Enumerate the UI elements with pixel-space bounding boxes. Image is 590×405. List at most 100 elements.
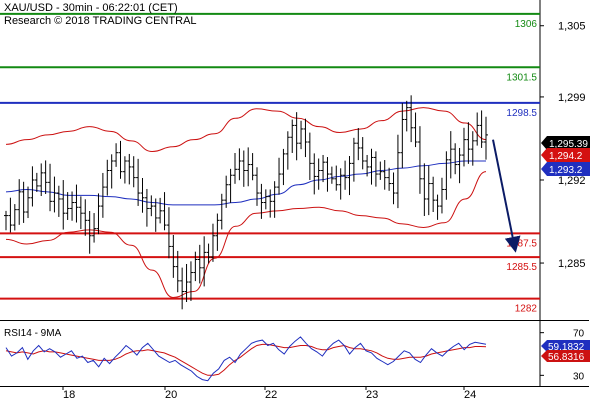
price-bar (43, 160, 48, 195)
projection-arrow (492, 139, 521, 253)
price-bar (387, 167, 392, 191)
price-bar (395, 134, 400, 209)
price-bar (30, 166, 35, 207)
price-bar (365, 154, 370, 177)
y-tick-label: 1,285 (558, 258, 586, 270)
price-bar (417, 126, 422, 194)
price-bar (277, 157, 282, 195)
price-bar (158, 197, 163, 224)
rsi-value-label: 56.8316 (548, 352, 585, 363)
price-bar (294, 112, 299, 161)
price-bar (435, 194, 440, 220)
price-bar (347, 156, 352, 196)
price-bar (224, 175, 229, 208)
price-bar (83, 199, 88, 236)
y-tick-label: 1,305 (558, 21, 586, 33)
price-bar (325, 157, 330, 192)
price-bar (26, 186, 31, 219)
price-bar (21, 181, 26, 223)
x-tick-label: 20 (165, 389, 177, 400)
price-bar (52, 176, 57, 213)
price-bar (210, 223, 215, 262)
price-bar (215, 213, 220, 251)
price-bar (56, 185, 61, 217)
price-bar (87, 210, 92, 254)
y-tick-label: 1,292 (558, 175, 586, 187)
price-bar (439, 177, 444, 214)
price-bar (369, 148, 374, 185)
price-bar (219, 193, 224, 230)
price-bar (166, 207, 171, 259)
price-bar (70, 191, 75, 221)
price-bar (78, 196, 83, 230)
price-bar (39, 163, 44, 197)
price-bar (461, 127, 466, 167)
price-tag-label: 1,295.39 (549, 139, 588, 150)
price-bar (321, 154, 326, 183)
price-bar (299, 120, 304, 150)
x-tick-label: 24 (464, 389, 476, 400)
price-bar (281, 148, 286, 186)
price-bar (303, 118, 308, 158)
price-bar (12, 204, 17, 231)
y-tick-label: 1,299 (558, 92, 586, 104)
price-bar (312, 153, 317, 195)
price-bar (360, 137, 365, 170)
price-tag-label: 1,294.2 (549, 151, 583, 162)
x-tick-label: 22 (265, 389, 277, 400)
price-bar (268, 189, 273, 218)
x-tick-label: 18 (63, 389, 75, 400)
bollinger-upper-band (5, 107, 487, 153)
bollinger-lower-band (5, 171, 487, 298)
price-bar (422, 163, 427, 216)
price-bar (61, 180, 66, 230)
price-bar (109, 154, 114, 189)
price-bar (96, 193, 101, 235)
price-bar (409, 95, 414, 143)
price-bar (105, 159, 110, 196)
price-bar (426, 165, 431, 216)
price-bar (131, 156, 136, 188)
price-bar (391, 172, 396, 205)
price-bar (144, 188, 149, 227)
price-bar (431, 176, 436, 212)
x-tick-label: 23 (366, 389, 378, 400)
rsi-y-tick-label: 70 (573, 329, 585, 340)
rsi-ma-value-tag (541, 350, 590, 362)
price-bar (171, 234, 176, 278)
price-bar (334, 165, 339, 191)
rsi-value-tag (541, 340, 590, 352)
price-bar (404, 100, 409, 132)
price-bar (175, 250, 180, 293)
chart-title: XAU/USD - 30min - 06:22:01 (CET) (4, 2, 178, 14)
price-bar (329, 166, 334, 184)
price-bar (448, 131, 453, 179)
price-bar (232, 152, 237, 184)
price-bar (479, 110, 484, 148)
price-bar (457, 147, 462, 184)
level-label: 1287.5 (506, 238, 537, 249)
level-label: 1285.5 (506, 262, 537, 273)
rsi-value-label: 59.1832 (548, 342, 585, 353)
price-bar (100, 172, 105, 218)
price-bar (34, 172, 39, 193)
price-bar (184, 263, 189, 302)
level-label: 1306 (515, 19, 538, 30)
price-bar (241, 150, 246, 187)
price-bar (382, 160, 387, 190)
level-label: 1301.5 (506, 72, 537, 83)
price-bar (228, 168, 233, 203)
price-bar (153, 198, 158, 232)
price-bar (316, 158, 321, 190)
price-bar (413, 112, 418, 148)
price-bar (373, 151, 378, 187)
price-tag-ask (541, 162, 590, 176)
price-bar (193, 251, 198, 282)
level-label: 1282 (515, 304, 538, 315)
price-bar (307, 132, 312, 180)
price-bar (118, 140, 123, 179)
price-bar (351, 137, 356, 182)
price-bar (206, 243, 211, 264)
price-bar (65, 192, 70, 220)
